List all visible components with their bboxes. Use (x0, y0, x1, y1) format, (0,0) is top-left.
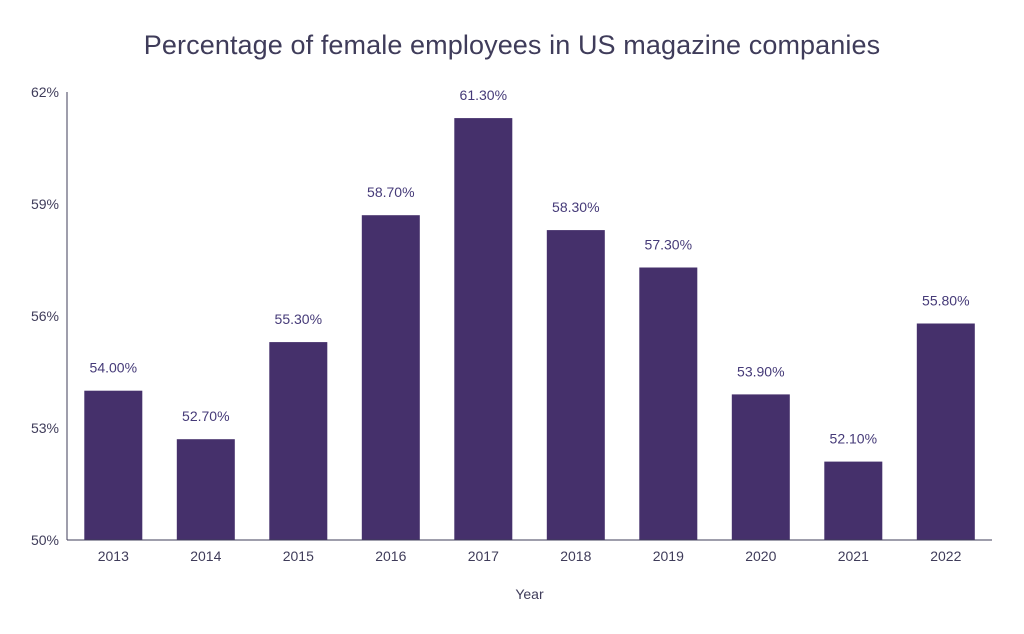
data-label-2013: 54.00% (90, 360, 137, 376)
y-tick-label-62: 62% (31, 84, 59, 100)
data-labels-layer: 54.00% 52.70% 55.30% 58.70% 61.30% 58.30% 57.3… (90, 87, 970, 447)
x-tick-label-2013: 2013 (98, 548, 129, 564)
bar-2022 (916, 323, 975, 540)
x-tick-label-2016: 2016 (375, 548, 406, 564)
x-tick-label-2014: 2014 (190, 548, 221, 564)
bar-2017 (454, 118, 513, 540)
bar-2015 (269, 342, 328, 540)
data-label-2015: 55.30% (275, 311, 322, 327)
x-tick-label-2017: 2017 (468, 548, 499, 564)
x-tick-label-2022: 2022 (930, 548, 961, 564)
bar-2019 (639, 267, 698, 540)
y-tick-label-59: 59% (31, 196, 59, 212)
bars-layer (84, 118, 975, 540)
x-tick-label-2021: 2021 (838, 548, 869, 564)
x-axis-title: Year (515, 586, 544, 602)
data-label-2021: 52.10% (830, 431, 877, 447)
data-label-2018: 58.30% (552, 199, 599, 215)
bar-2013 (84, 390, 143, 540)
bar-2014 (176, 439, 235, 540)
x-tick-label-2015: 2015 (283, 548, 314, 564)
data-label-2020: 53.90% (737, 363, 784, 379)
y-tick-labels: 50% 53% 56% 59% 62% (31, 84, 59, 548)
x-tick-labels: 2013 2014 2015 2016 2017 2018 2019 2020 2021 2022 (98, 548, 962, 564)
data-label-2019: 57.30% (645, 237, 692, 253)
x-tick-label-2018: 2018 (560, 548, 591, 564)
data-label-2022: 55.80% (922, 293, 969, 309)
chart-title: Percentage of female employees in US mag… (143, 30, 881, 60)
x-tick-label-2019: 2019 (653, 548, 684, 564)
data-label-2014: 52.70% (182, 408, 229, 424)
data-label-2016: 58.70% (367, 184, 414, 200)
axes-layer (66, 92, 992, 541)
bar-2020 (731, 394, 790, 540)
data-label-2017: 61.30% (460, 87, 507, 103)
bar-2021 (824, 461, 883, 540)
x-tick-label-2020: 2020 (745, 548, 776, 564)
bar-2016 (361, 215, 420, 540)
y-tick-label-50: 50% (31, 532, 59, 548)
y-tick-label-56: 56% (31, 308, 59, 324)
y-tick-label-53: 53% (31, 420, 59, 436)
bar-2018 (546, 230, 605, 540)
